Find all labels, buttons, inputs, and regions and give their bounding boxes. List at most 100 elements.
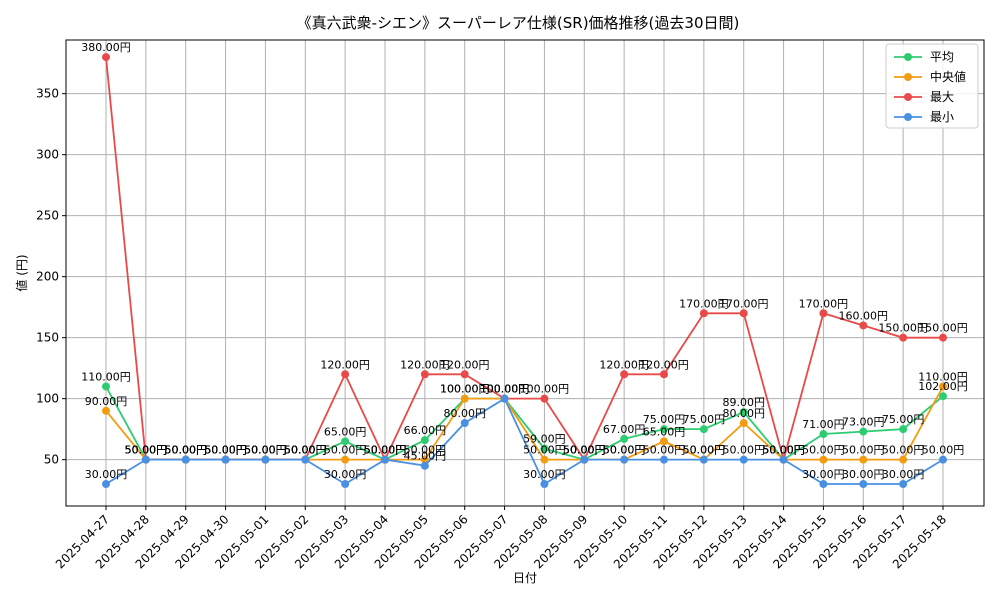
data-label: 50.00円 [284, 444, 327, 457]
data-label: 100.00円 [480, 383, 530, 396]
data-label: 50.00円 [244, 444, 287, 457]
data-label: 30.00円 [523, 468, 566, 481]
data-label: 50.00円 [722, 444, 765, 457]
data-point [620, 455, 629, 464]
data-label: 50.00円 [523, 444, 566, 457]
data-point [341, 455, 350, 464]
data-label: 50.00円 [364, 444, 407, 457]
data-label: 120.00円 [400, 358, 450, 371]
data-point [779, 455, 788, 464]
y-tick-label: 150 [36, 331, 59, 345]
data-point [699, 309, 708, 318]
data-label: 50.00円 [563, 444, 606, 457]
data-label: 45.00円 [404, 450, 447, 463]
data-point [939, 455, 947, 464]
data-label: 50.00円 [125, 444, 168, 457]
data-label: 50.00円 [125, 444, 168, 457]
data-label: 50.00円 [563, 444, 606, 457]
legend-marker [904, 53, 912, 61]
data-label: 50.00円 [244, 444, 287, 457]
data-point [620, 370, 629, 379]
data-point [102, 382, 110, 391]
legend-entry-1: 中央値 [930, 69, 966, 84]
data-point [341, 480, 350, 489]
data-label: 50.00円 [603, 444, 646, 457]
chart-title: 《真六武衆-シエン》スーパーレア仕様(SR)価格推移(過去30日間) [297, 14, 740, 32]
data-point [859, 455, 868, 464]
data-label: 50.00円 [603, 444, 646, 457]
y-tick-label: 350 [36, 87, 59, 101]
data-point [939, 382, 947, 391]
data-label: 100.00円 [480, 383, 530, 396]
data-point [341, 370, 350, 379]
plot-frame [65, 39, 985, 507]
data-point [102, 480, 110, 489]
series-layer [102, 53, 947, 489]
data-label: 50.00円 [842, 444, 885, 457]
data-label: 65.00円 [324, 425, 367, 438]
data-label: 50.00円 [643, 444, 686, 457]
data-label: 30.00円 [802, 468, 845, 481]
data-label: 30.00円 [85, 468, 128, 481]
data-point [620, 434, 629, 443]
y-tick-label: 100 [36, 392, 59, 406]
data-point [460, 370, 469, 379]
data-point [739, 408, 748, 417]
data-point [739, 419, 748, 428]
data-point [739, 309, 748, 318]
data-label: 75.00円 [643, 413, 686, 426]
data-label: 30.00円 [842, 468, 885, 481]
data-point [102, 406, 110, 415]
data-point [102, 53, 110, 62]
data-label: 50.00円 [244, 444, 287, 457]
data-point [221, 455, 230, 464]
data-point [420, 370, 429, 379]
legend-box [885, 43, 979, 129]
data-label: 80.00円 [443, 407, 486, 420]
data-label: 50.00円 [164, 444, 207, 457]
data-point [699, 425, 708, 434]
data-label: 50.00円 [284, 444, 327, 457]
data-label: 50.00円 [364, 444, 407, 457]
data-label: 110.00円 [918, 370, 968, 383]
data-point [420, 455, 429, 464]
data-label: 50.00円 [563, 444, 606, 457]
y-tick-label: 300 [36, 148, 59, 162]
data-label: 50.00円 [404, 444, 447, 457]
data-label: 170.00円 [799, 297, 849, 310]
data-point [580, 455, 589, 464]
y-axis-label: 値 (円) [14, 254, 29, 291]
data-point [819, 455, 828, 464]
data-point [341, 437, 350, 446]
data-point [859, 321, 868, 330]
legend-marker [904, 113, 912, 121]
data-label: 50.00円 [204, 444, 247, 457]
data-label: 160.00円 [839, 309, 889, 322]
data-label: 50.00円 [762, 444, 805, 457]
data-label: 100.00円 [520, 383, 570, 396]
data-point [660, 437, 668, 446]
data-point [540, 394, 549, 403]
data-label: 150.00円 [878, 322, 928, 335]
data-label: 50.00円 [683, 444, 726, 457]
data-point [420, 436, 429, 445]
data-label: 65.00円 [643, 425, 686, 438]
data-point [699, 455, 708, 464]
data-point [181, 455, 190, 464]
data-label: 170.00円 [679, 297, 729, 310]
data-label: 50.00円 [284, 444, 327, 457]
data-label: 50.00円 [244, 444, 287, 457]
series-line-2 [105, 57, 943, 464]
data-label: 150.00円 [918, 322, 968, 335]
data-label: 100.00円 [480, 383, 530, 396]
x-axis-label: 日付 [513, 571, 537, 585]
data-label: 50.00円 [762, 444, 805, 457]
data-label: 50.00円 [324, 444, 367, 457]
legend-entry-3: 最小 [930, 110, 954, 124]
data-point [819, 480, 828, 489]
data-point [819, 430, 828, 439]
data-labels: 110.00円50.00円50.00円50.00円50.00円50.00円65.… [81, 41, 968, 481]
data-label: 50.00円 [563, 444, 606, 457]
data-label: 120.00円 [440, 358, 490, 371]
